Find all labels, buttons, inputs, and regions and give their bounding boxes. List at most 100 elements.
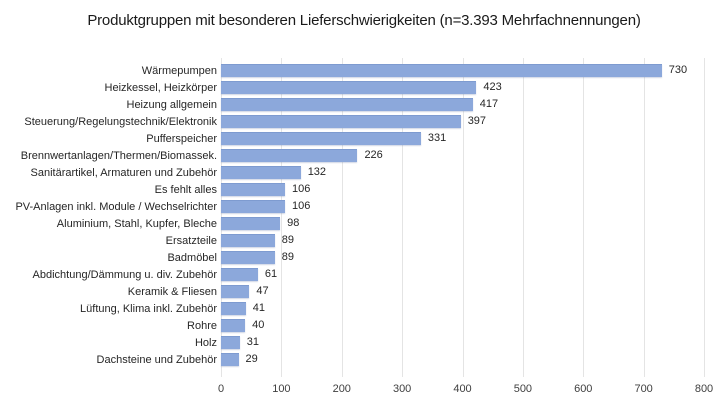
bar (221, 81, 477, 94)
gridline (281, 58, 283, 377)
bar-value-label: 417 (479, 98, 499, 110)
bar-value-label: 730 (668, 64, 688, 76)
bar-row: Wärmepumpen 730 (0, 62, 728, 79)
bar-category-label: Aluminium, Stahl, Kupfer, Bleche (56, 217, 217, 230)
bar-row: Es fehlt alles 106 (0, 181, 728, 198)
bar-row: Heizkessel, Heizkörper 423 (0, 79, 728, 96)
bar-value-label: 106 (291, 183, 311, 195)
bar-row: Rohre 40 (0, 317, 728, 334)
bar (221, 234, 275, 247)
bar-row: Ersatzteile 89 (0, 232, 728, 249)
bar (221, 353, 239, 366)
bar-category-label: Brennwertanlagen/Thermen/Biomassek. (20, 149, 217, 162)
bar-category-label: Lüftung, Klima inkl. Zubehör (80, 302, 217, 315)
bar-row: Keramik & Fliesen 47 (0, 283, 728, 300)
bar-plot-cell: 423 (221, 81, 704, 94)
bar-category-label: Badmöbel (167, 251, 217, 264)
bar-plot-cell: 41 (221, 302, 704, 315)
bar-value-label: 61 (264, 268, 278, 280)
bar-category-label: Abdichtung/Dämmung u. div. Zubehör (32, 268, 217, 281)
bar (221, 149, 358, 162)
bar-value-label: 31 (246, 336, 259, 348)
bar-value-label: 397 (467, 115, 487, 127)
bar-row: Sanitärartikel, Armaturen und Zubehör 132 (0, 164, 728, 181)
bar-category-label: Rohre (187, 319, 217, 332)
bar-plot-cell: 89 (221, 234, 704, 247)
bar-category-label: Steuerung/Regelungstechnik/Elektronik (24, 115, 217, 128)
bar-category-label: Holz (194, 336, 217, 349)
bar-row: Lüftung, Klima inkl. Zubehör 41 (0, 300, 728, 317)
bar (221, 268, 258, 281)
bar-plot-cell: 40 (221, 319, 704, 332)
bar-row: Steuerung/Regelungstechnik/Elektronik 397 (0, 113, 728, 130)
x-tick-label: 700 (634, 383, 653, 395)
bar-plot-cell: 331 (221, 132, 704, 145)
bar-category-label: Pufferspeicher (146, 132, 217, 145)
bar (221, 251, 275, 264)
bar (221, 200, 285, 213)
x-tick-label: 500 (513, 383, 533, 395)
gridline (522, 58, 524, 377)
bar-category-label: Es fehlt alles (154, 183, 217, 196)
bar-row: PV-Anlagen inkl. Module / Wechselrichter… (0, 198, 728, 215)
bar-plot-cell: 31 (221, 336, 704, 349)
bar (221, 217, 281, 230)
bar-value-label: 331 (427, 132, 447, 144)
bar-value-label: 89 (281, 251, 294, 263)
bar (221, 115, 461, 128)
gridline (643, 58, 645, 377)
bar-value-label: 29 (245, 353, 258, 365)
bar-category-label: PV-Anlagen inkl. Module / Wechselrichter (15, 200, 217, 213)
bar (221, 166, 301, 179)
bar-category-label: Sanitärartikel, Armaturen und Zubehör (30, 166, 218, 179)
bar-row: Dachsteine und Zubehör 29 (0, 351, 728, 368)
bar-plot-cell: 89 (221, 251, 704, 264)
bar-plot-cell: 132 (221, 166, 704, 179)
chart-title: Produktgruppen mit besonderen Lieferschw… (87, 12, 641, 29)
gridline (704, 58, 705, 377)
bar (221, 183, 285, 196)
bar-plot-cell: 417 (221, 98, 704, 111)
bar-row: Aluminium, Stahl, Kupfer, Bleche 98 (0, 215, 728, 232)
bar-value-label: 41 (252, 302, 265, 314)
bar-plot-cell: 106 (221, 183, 704, 196)
bar-plot-cell: 106 (221, 200, 704, 213)
bar-row: Abdichtung/Dämmung u. div. Zubehör 61 (0, 266, 728, 283)
bar-value-label: 423 (483, 81, 502, 93)
bar-plot-cell: 98 (221, 217, 704, 230)
bar-value-label: 132 (307, 166, 327, 178)
bar-plot-cell: 397 (221, 115, 704, 128)
gridline (462, 58, 464, 377)
gridline (583, 58, 585, 377)
bar-row: Pufferspeicher 331 (0, 130, 728, 147)
bar (221, 319, 246, 332)
bar-rows: Wärmepumpen 730 Heizkessel, Heizkörper 423 H… (0, 62, 728, 368)
bar-value-label: 89 (281, 234, 294, 246)
bar-value-label: 47 (256, 285, 269, 297)
bar-chart: Wärmepumpen 730 Heizkessel, Heizkörper 423 H… (0, 58, 728, 395)
x-tick-label: 600 (574, 383, 593, 395)
bar-category-label: Ersatzteile (165, 234, 217, 247)
bar-plot-cell: 29 (221, 353, 704, 366)
bar-plot-cell: 61 (221, 268, 704, 281)
bar-row: Brennwertanlagen/Thermen/Biomassek. 226 (0, 147, 728, 164)
bar (221, 64, 662, 77)
bar (221, 132, 421, 145)
bar-category-label: Dachsteine und Zubehör (96, 353, 217, 366)
bar (221, 98, 473, 111)
bar-plot-cell: 730 (221, 64, 704, 77)
bar-row: Holz 31 (0, 334, 728, 351)
bar (221, 336, 240, 349)
bar-category-label: Wärmepumpen (141, 64, 217, 77)
bar (221, 285, 250, 298)
bar-plot-cell: 47 (221, 285, 704, 298)
bar-category-label: Keramik & Fliesen (127, 285, 217, 298)
bar-value-label: 40 (252, 319, 265, 331)
bar-value-label: 226 (364, 149, 383, 161)
bar-category-label: Heizkessel, Heizkörper (104, 81, 217, 94)
x-tick-label: 0 (217, 383, 225, 395)
bar-value-label: 98 (287, 217, 300, 229)
gridline (402, 58, 404, 377)
x-tick-label: 300 (392, 383, 412, 395)
